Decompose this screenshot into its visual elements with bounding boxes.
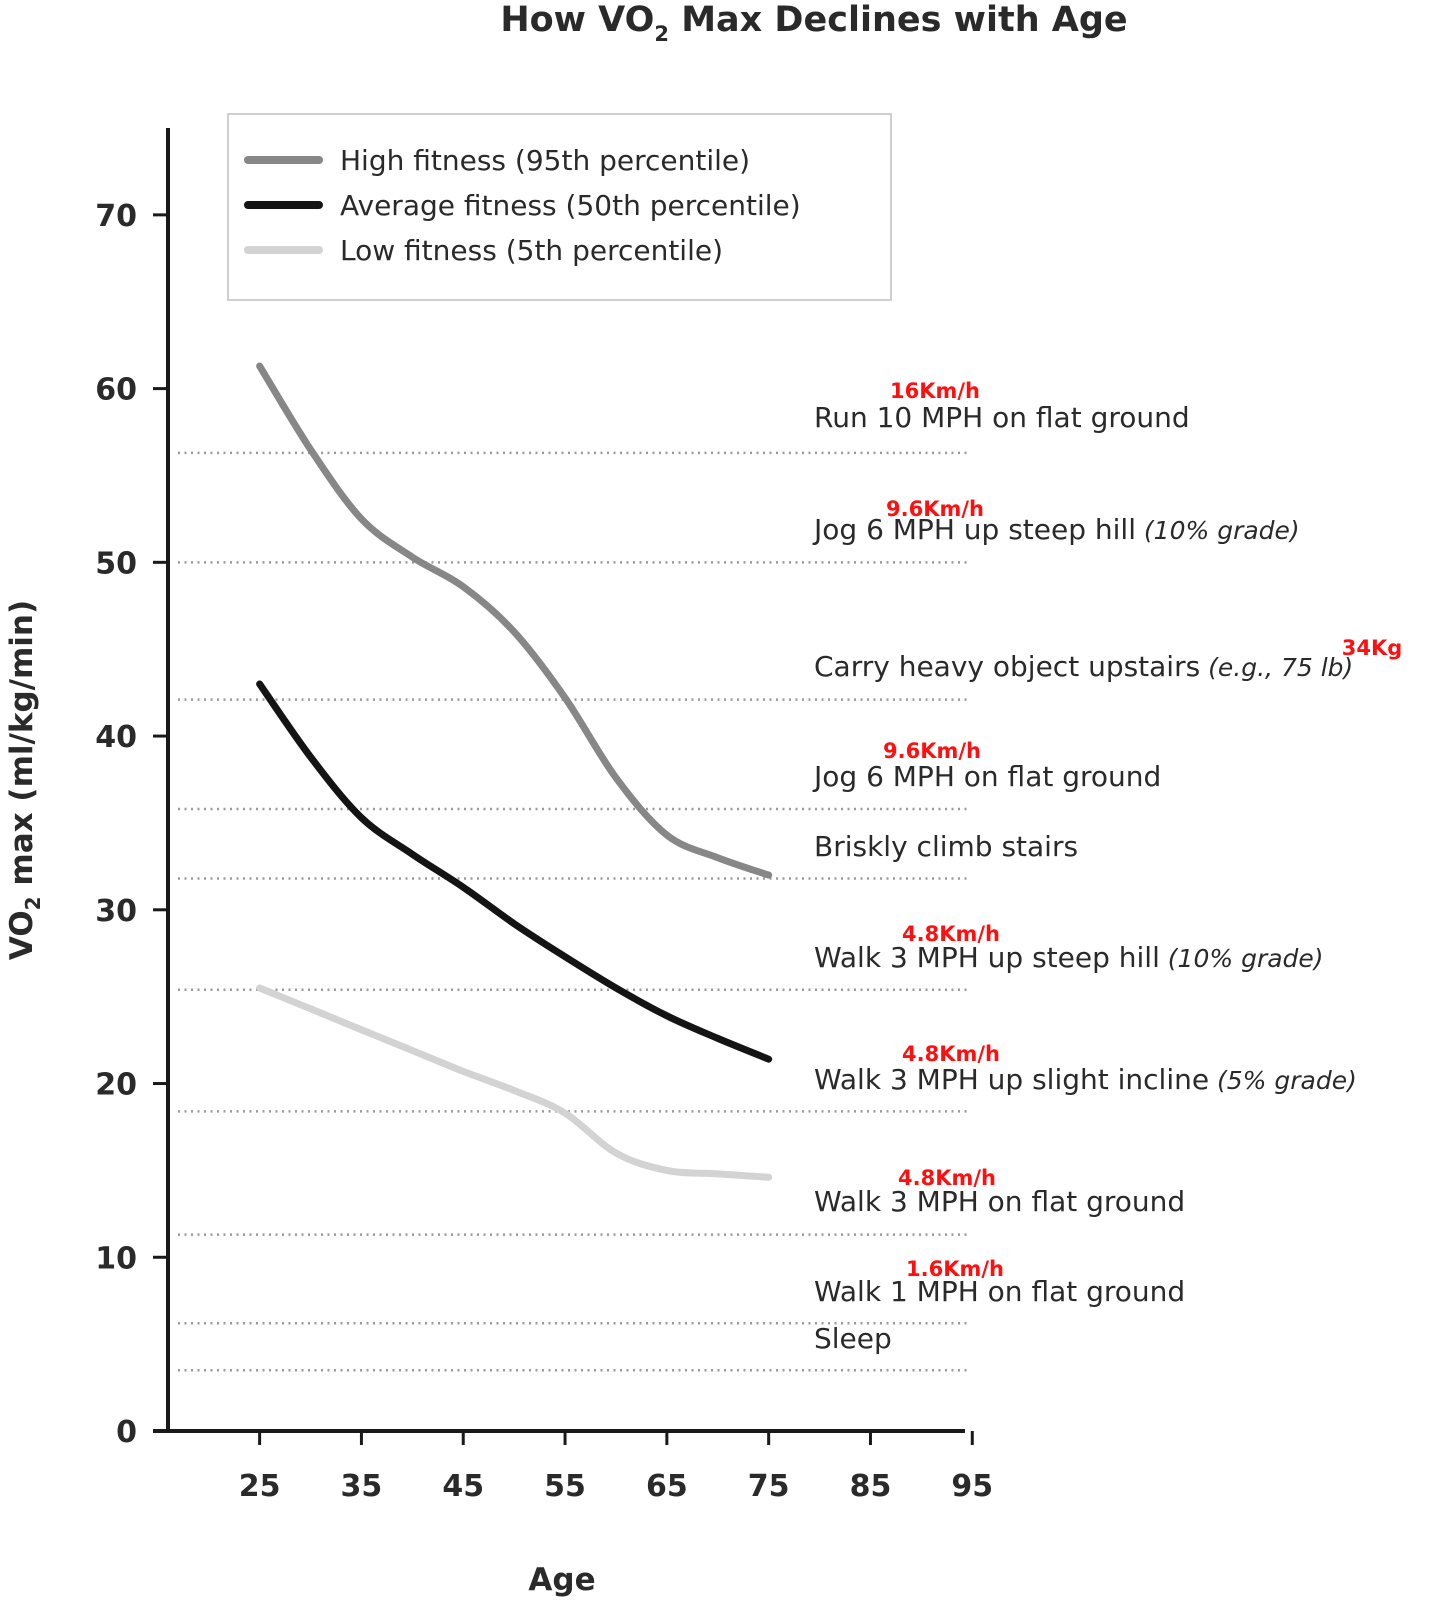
y-tick-label: 20: [95, 1068, 137, 1103]
activity-label: Carry heavy object upstairs (e.g., 75 lb…: [814, 650, 1353, 683]
activity-label: Walk 3 MPH up slight incline (5% grade): [814, 1063, 1357, 1096]
metric-conversion-label: 9.6Km/h: [883, 739, 981, 763]
axes: [153, 128, 965, 1433]
y-tick-label: 0: [116, 1415, 137, 1450]
y-tick-label: 60: [95, 373, 137, 408]
x-tick-label: 25: [239, 1469, 281, 1504]
x-tick-label: 45: [442, 1469, 484, 1504]
y-tick-label: 70: [95, 199, 137, 234]
legend-high-fitness-label: High fitness (95th percentile): [340, 144, 750, 177]
activity-label: Walk 3 MPH on flat ground: [814, 1185, 1185, 1218]
metric-conversion-label: 4.8Km/h: [898, 1166, 996, 1190]
series-lines: [256, 362, 773, 1181]
activity-label: Walk 3 MPH up steep hill (10% grade): [814, 941, 1324, 974]
metric-conversion-label: 4.8Km/h: [902, 922, 1000, 946]
metric-conversion-label: 16Km/h: [890, 379, 980, 403]
chart-title: How VO2 Max Declines with Age: [500, 0, 1127, 46]
activity-label: Run 10 MPH on flat ground: [814, 401, 1190, 434]
metric-conversion-label: 34Kg: [1342, 636, 1403, 660]
metric-conversion-label: 4.8Km/h: [902, 1042, 1000, 1066]
legend: High fitness (95th percentile) Average fi…: [227, 113, 892, 301]
ticks: 0 10 20 30 40 50 60 70 25 35 45 55 65 75 85 95: [95, 199, 993, 1504]
activity-label: Jog 6 MPH up steep hill (10% grade): [812, 513, 1300, 546]
y-tick-label: 30: [95, 894, 137, 929]
activity-label: Sleep: [814, 1322, 892, 1355]
series-average-fitness: [256, 680, 773, 1063]
x-tick-label: 35: [341, 1469, 383, 1504]
series-low-fitness: [256, 984, 773, 1181]
x-tick-label: 75: [748, 1469, 790, 1504]
y-axis-label: VO2 max (ml/kg/min): [4, 600, 45, 960]
series-high-fitness: [256, 362, 773, 879]
activity-label: Briskly climb stairs: [814, 830, 1078, 863]
x-tick-label: 55: [544, 1469, 586, 1504]
y-tick-label: 50: [95, 546, 137, 581]
x-axis-label: Age: [528, 1562, 595, 1598]
metric-conversion-label: 1.6Km/h: [906, 1257, 1004, 1281]
legend-low-fitness-label: Low fitness (5th percentile): [340, 234, 723, 267]
legend-average-fitness-label: Average fitness (50th percentile): [340, 189, 801, 222]
reference-lines: [178, 451, 970, 1372]
y-tick-label: 40: [95, 720, 137, 755]
activity-label: Walk 1 MPH on flat ground: [814, 1275, 1185, 1308]
y-tick-label: 10: [95, 1241, 137, 1276]
x-tick-label: 65: [646, 1469, 688, 1504]
x-tick-label: 95: [951, 1469, 993, 1504]
legend-box: [227, 113, 892, 301]
x-tick-label: 85: [850, 1469, 892, 1504]
activity-label: Jog 6 MPH on flat ground: [812, 760, 1161, 793]
metric-conversion-label: 9.6Km/h: [886, 497, 984, 521]
